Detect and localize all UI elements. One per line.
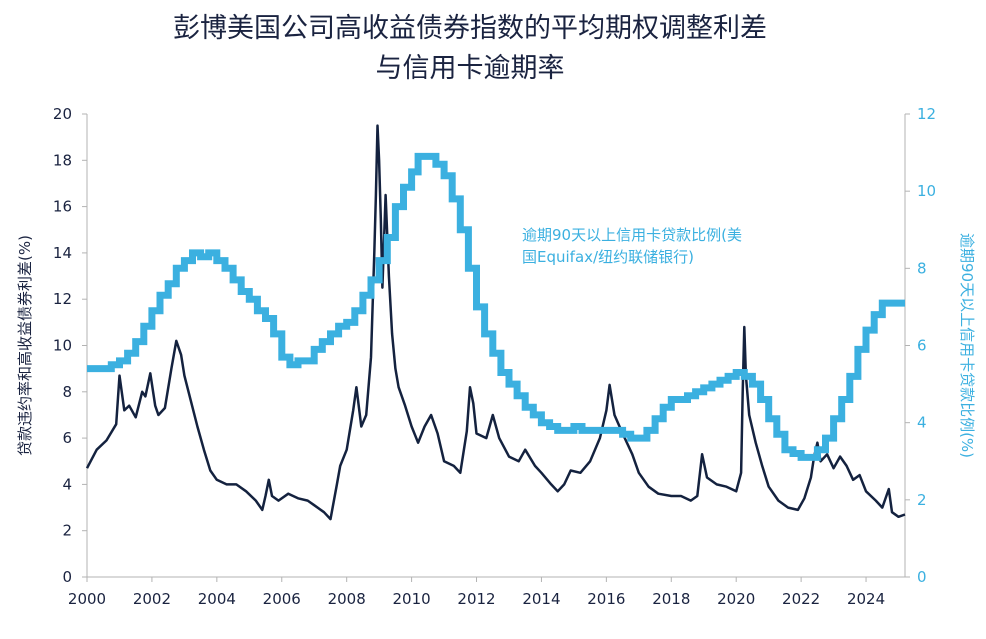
right-tick-label: 6 [917,337,927,355]
left-tick-label: 2 [62,522,72,540]
series-annotation-line2: 国Equifax/纽约联储银行) [522,248,694,266]
right-tick-label: 0 [917,568,927,586]
x-tick-label: 2022 [782,590,820,608]
x-tick-label: 2002 [133,590,171,608]
series-line-hy-oas [85,124,906,521]
left-axis-title: 贷款违约率和高收益债券利差(%) [16,235,34,456]
x-tick-label: 2014 [522,590,560,608]
left-tick-label: 18 [53,151,72,169]
left-tick-label: 16 [53,198,72,216]
left-tick-label: 0 [62,568,72,586]
right-axis-title: 逾期90天以上信用卡贷款比例(%) [958,233,976,458]
right-tick-label: 10 [917,182,936,200]
series-line-card-delinquency [87,152,905,461]
chart-title-line1: 彭博美国公司高收益债券指数的平均期权调整利差 [173,13,767,44]
x-tick-label: 2008 [328,590,366,608]
x-tick-label: 2000 [68,590,106,608]
left-tick-label: 10 [53,337,72,355]
x-tick-label: 2004 [198,590,236,608]
x-tick-label: 2020 [717,590,755,608]
left-tick-label: 8 [62,383,72,401]
x-tick-label: 2018 [652,590,690,608]
left-tick-label: 14 [53,244,72,262]
left-tick-label: 4 [62,475,72,493]
left-tick-label: 12 [53,290,72,308]
right-tick-label: 2 [917,491,927,509]
right-tick-label: 8 [917,259,927,277]
right-tick-label: 12 [917,105,936,123]
x-tick-label: 2024 [847,590,885,608]
x-tick-label: 2006 [263,590,301,608]
chart-title-line2: 与信用卡逾期率 [375,53,565,84]
x-tick-label: 2010 [393,590,431,608]
right-tick-label: 4 [917,414,927,432]
x-tick-label: 2012 [457,590,495,608]
left-tick-label: 20 [53,105,72,123]
x-tick-label: 2016 [587,590,625,608]
left-tick-label: 6 [62,429,72,447]
series-annotation-line1: 逾期90天以上信用卡贷款比例(美 [522,226,742,244]
